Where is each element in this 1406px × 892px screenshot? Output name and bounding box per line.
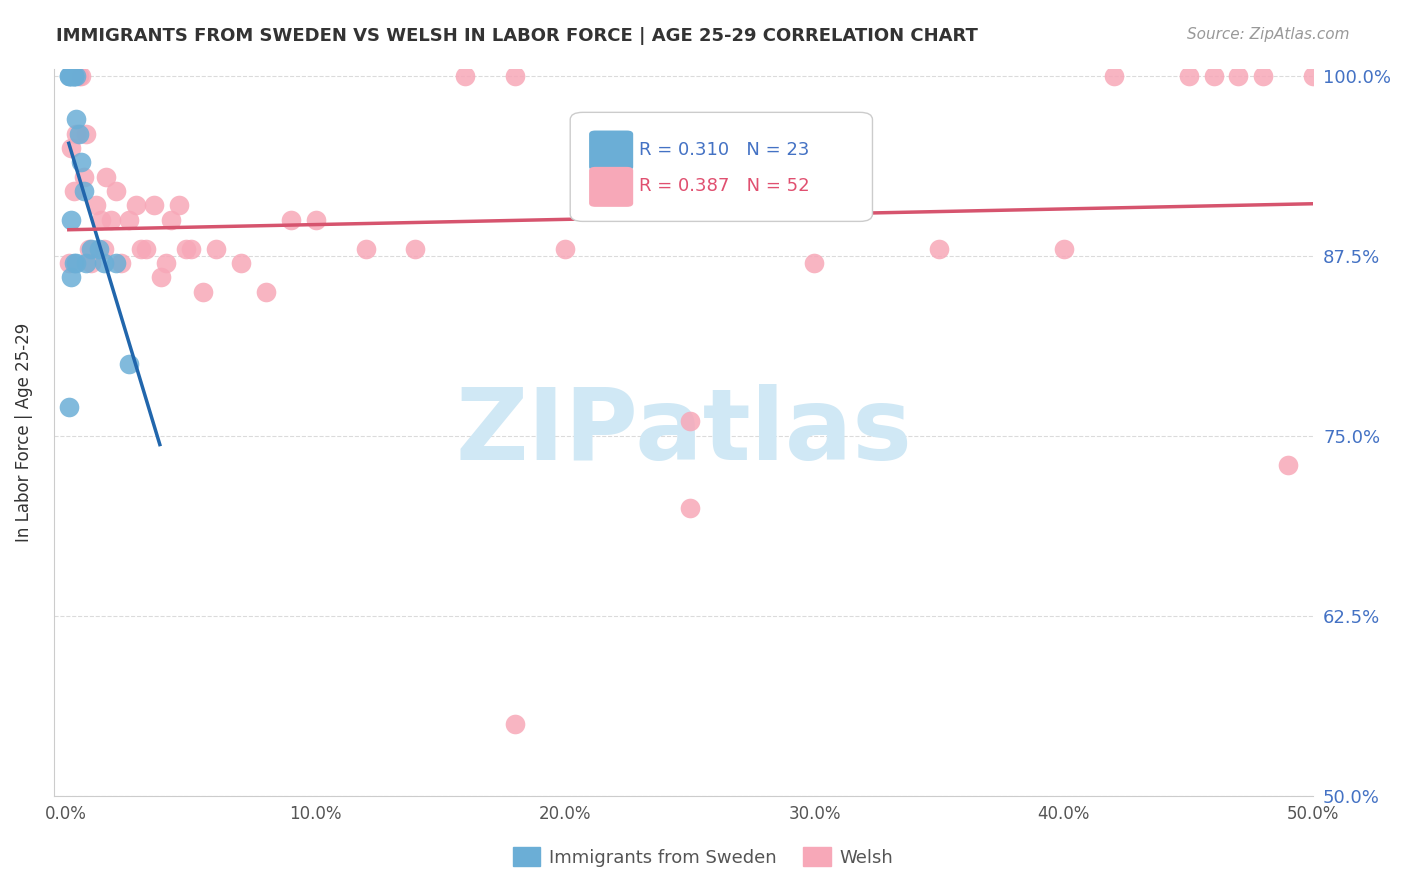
Point [1253,69,1275,83]
Point [67,69,90,83]
Point [65,69,87,83]
Point [93,242,115,256]
Point [135,242,157,256]
Point [503,716,526,731]
Point [62,184,84,198]
Point [1227,69,1250,83]
Text: R = 0.387   N = 52: R = 0.387 N = 52 [640,178,810,195]
Point [554,242,576,256]
Point [58,256,80,270]
Point [105,184,128,198]
Point [803,256,825,270]
Point [58,69,80,83]
FancyBboxPatch shape [589,130,633,170]
Point [125,198,148,212]
Point [62,69,84,83]
FancyBboxPatch shape [589,167,633,207]
Point [70,155,93,169]
Point [129,242,152,256]
Point [93,256,115,270]
Text: ZIPatlas: ZIPatlas [456,384,912,481]
Point [193,285,215,299]
Point [180,242,202,256]
Point [96,169,118,184]
Point [105,256,128,270]
FancyBboxPatch shape [571,112,873,221]
Text: Source: ZipAtlas.com: Source: ZipAtlas.com [1187,27,1350,42]
Point [155,256,177,270]
Point [110,256,132,270]
Point [142,198,165,212]
Point [60,141,83,155]
Point [60,270,83,285]
Point [65,112,87,127]
Point [454,69,477,83]
Point [1177,69,1199,83]
Point [1202,69,1225,83]
Point [679,500,702,515]
Point [280,213,302,227]
Point [65,127,87,141]
Point [84,198,107,212]
Point [60,213,83,227]
Point [80,242,103,256]
Text: IMMIGRANTS FROM SWEDEN VS WELSH IN LABOR FORCE | AGE 25-29 CORRELATION CHART: IMMIGRANTS FROM SWEDEN VS WELSH IN LABOR… [56,27,979,45]
Point [58,69,80,83]
Point [150,270,173,285]
Text: R = 0.310   N = 23: R = 0.310 N = 23 [640,141,810,159]
Point [679,414,702,428]
Point [62,69,84,83]
Point [1302,69,1324,83]
Point [118,213,141,227]
Point [1053,242,1076,256]
Point [62,69,84,83]
Point [87,242,110,256]
Point [404,242,426,256]
Point [73,184,96,198]
Point [354,242,377,256]
Point [80,256,103,270]
Point [174,242,197,256]
Legend: Immigrants from Sweden, Welsh: Immigrants from Sweden, Welsh [505,840,901,874]
Point [160,213,183,227]
Point [1102,69,1125,83]
Point [205,242,228,256]
Point [305,213,328,227]
Point [70,69,93,83]
Point [1277,458,1299,472]
Point [60,69,83,83]
Point [167,198,190,212]
Point [254,285,277,299]
Y-axis label: In Labor Force | Age 25-29: In Labor Force | Age 25-29 [15,323,32,541]
Point [62,256,84,270]
Point [503,69,526,83]
Point [75,127,97,141]
Point [229,256,252,270]
Point [73,169,96,184]
Point [118,357,141,371]
Point [58,400,80,414]
Point [75,256,97,270]
Point [928,242,950,256]
Point [67,127,90,141]
Point [65,256,87,270]
Point [60,69,83,83]
Point [77,242,100,256]
Point [90,213,112,227]
Point [100,213,122,227]
